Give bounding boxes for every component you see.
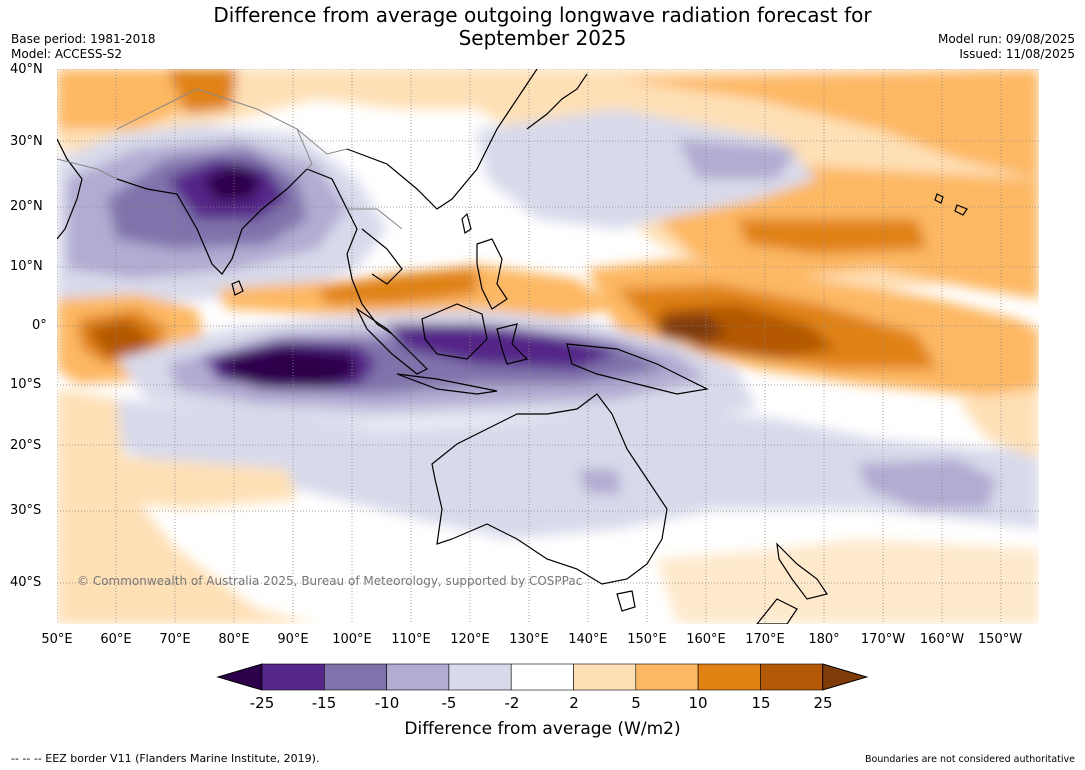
anomaly-fields [57, 69, 1039, 624]
title-line-2: September 2025 [458, 26, 627, 50]
colorbar-tick: -25 [249, 694, 275, 712]
lat-label: 40°N [10, 62, 43, 77]
lat-label: 0° [32, 318, 47, 333]
title-line-1: Difference from average outgoing longwav… [213, 3, 872, 27]
model-run: Model run: 09/08/2025 [937, 32, 1075, 46]
colorbar-segment [261, 663, 325, 691]
meta-right: Model run: 09/08/2025 Issued: 11/08/2025 [938, 32, 1075, 62]
borders [57, 88, 403, 230]
colorbar-segment [697, 663, 761, 691]
colorbar-tick: -2 [504, 694, 520, 712]
lon-label: 50°E [41, 632, 73, 647]
lat-label: 40°S [10, 575, 42, 590]
lat-label: 10°N [10, 259, 43, 274]
colorbar-segment [386, 663, 450, 691]
colorbar-tick: 10 [688, 694, 708, 712]
lon-label: 70°E [159, 632, 191, 647]
coastlines [57, 69, 968, 624]
colorbar-segment [510, 663, 574, 691]
model-name: Model: ACCESS-S2 [11, 47, 123, 61]
colorbar-tick: -5 [441, 694, 457, 712]
olr-anomaly-map [57, 69, 1039, 624]
colorbar-tick: -10 [374, 694, 400, 712]
lon-label: 170°W [860, 632, 906, 647]
colorbar-tick: 25 [813, 694, 833, 712]
lon-label: 120°E [450, 632, 490, 647]
lon-label: 60°E [100, 632, 132, 647]
lon-label: 100°E [332, 632, 372, 647]
colorbar-extend-low [216, 663, 263, 691]
colorbar-segment [448, 663, 512, 691]
lon-label: 150°W [977, 632, 1023, 647]
colorbar-segment [324, 663, 387, 691]
lat-label: 20°S [10, 438, 42, 453]
colorbar [216, 663, 869, 691]
map-canvas [57, 69, 1039, 624]
colorbar-segment [760, 663, 824, 691]
colorbar-tick: -15 [311, 694, 337, 712]
lon-label: 150°E [627, 632, 667, 647]
issued-date: Issued: 11/08/2025 [959, 47, 1075, 61]
lon-label: 90°E [277, 632, 309, 647]
colorbar-tick: 15 [751, 694, 771, 712]
lon-label: 170°E [745, 632, 785, 647]
meta-left: Base period: 1981-2018 Model: ACCESS-S2 [11, 32, 156, 62]
lon-label: 140°E [568, 632, 608, 647]
base-period: Base period: 1981-2018 [11, 32, 156, 46]
lon-label: 80°E [218, 632, 250, 647]
boundary-disclaimer: Boundaries are not considered authoritat… [865, 754, 1075, 765]
colorbar-tick: 2 [569, 694, 579, 712]
lat-label: 20°N [10, 199, 43, 214]
lon-label: 130°E [509, 632, 549, 647]
colorbar-segment [635, 663, 699, 691]
lon-label: 160°E [686, 632, 726, 647]
colorbar-label: Difference from average (W/m2) [404, 719, 681, 739]
lat-label: 10°S [10, 377, 42, 392]
lat-label: 30°N [10, 134, 43, 149]
lon-label: 110°E [391, 632, 431, 647]
eez-note: -- -- -- EEZ border V11 (Flanders Marine… [11, 752, 320, 765]
lat-label: 30°S [10, 503, 42, 518]
lon-label: 180° [808, 632, 840, 647]
copyright-notice: © Commonwealth of Australia 2025, Bureau… [77, 574, 583, 588]
colorbar-tick: 5 [631, 694, 641, 712]
lon-label: 160°W [919, 632, 965, 647]
map-title: Difference from average outgoing longwav… [0, 4, 1085, 50]
colorbar-extend-high [822, 663, 869, 691]
colorbar-segment [573, 663, 637, 691]
